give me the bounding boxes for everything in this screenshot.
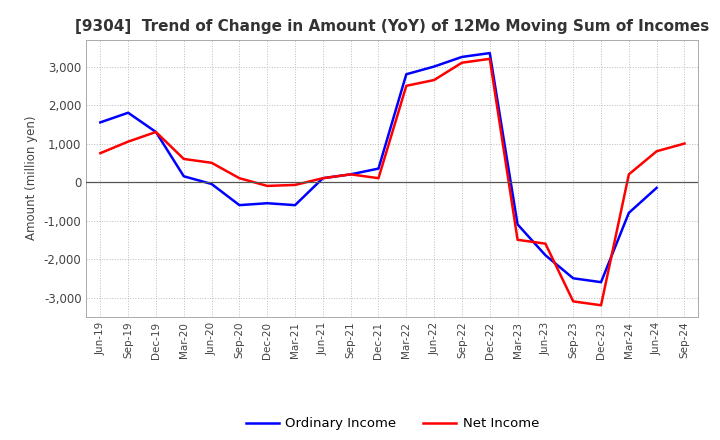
Net Income [374,176,383,181]
Net Income [430,77,438,83]
Ordinary Income [374,166,383,171]
Ordinary Income [485,51,494,56]
Net Income [569,299,577,304]
Net Income [235,176,243,181]
Net Income [541,241,550,246]
Line: Ordinary Income: Ordinary Income [100,53,657,282]
Ordinary Income [541,253,550,258]
Net Income [624,172,633,177]
Ordinary Income [291,202,300,208]
Line: Net Income: Net Income [100,59,685,305]
Net Income [124,139,132,144]
Net Income [96,150,104,156]
Ordinary Income [179,174,188,179]
Net Income [207,160,216,165]
Ordinary Income [235,202,243,208]
Ordinary Income [124,110,132,115]
Ordinary Income [346,172,355,177]
Net Income [485,56,494,62]
Ordinary Income [652,185,661,191]
Ordinary Income [318,176,327,181]
Net Income [346,172,355,177]
Net Income [291,182,300,187]
Ordinary Income [402,72,410,77]
Legend: Ordinary Income, Net Income: Ordinary Income, Net Income [240,412,544,436]
Net Income [652,149,661,154]
Ordinary Income [458,54,467,59]
Net Income [402,83,410,88]
Title: [9304]  Trend of Change in Amount (YoY) of 12Mo Moving Sum of Incomes: [9304] Trend of Change in Amount (YoY) o… [76,19,709,34]
Ordinary Income [513,222,522,227]
Net Income [458,60,467,65]
Ordinary Income [207,181,216,187]
Ordinary Income [624,210,633,216]
Net Income [318,176,327,181]
Net Income [179,156,188,161]
Ordinary Income [263,201,271,206]
Ordinary Income [597,279,606,285]
Ordinary Income [430,64,438,69]
Ordinary Income [152,129,161,135]
Y-axis label: Amount (million yen): Amount (million yen) [25,116,38,240]
Net Income [597,303,606,308]
Ordinary Income [96,120,104,125]
Net Income [152,129,161,135]
Net Income [680,141,689,146]
Net Income [263,183,271,188]
Net Income [513,237,522,242]
Ordinary Income [569,275,577,281]
